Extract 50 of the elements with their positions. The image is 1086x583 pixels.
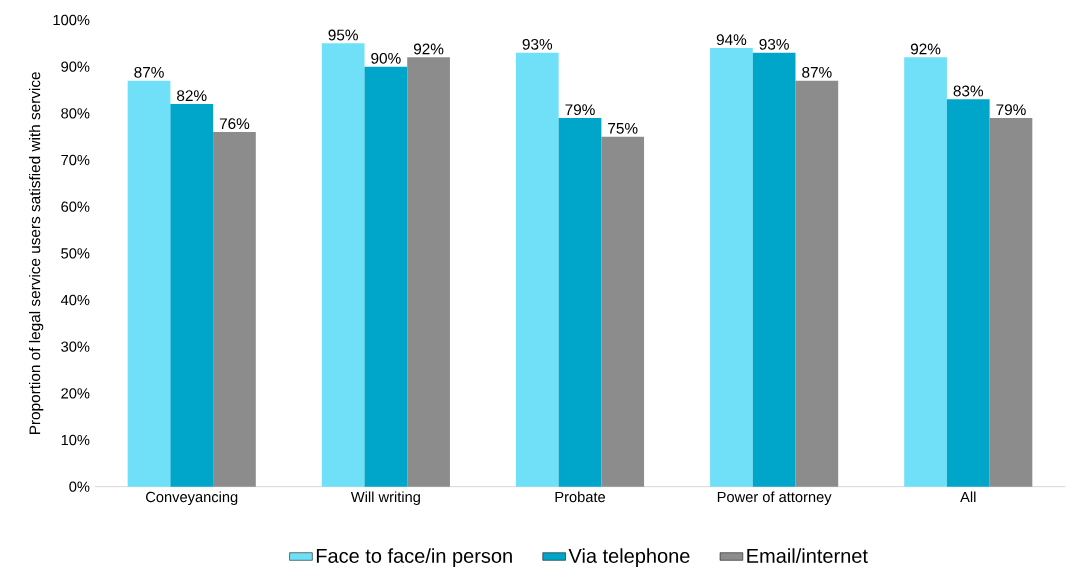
x-tick-label: Conveyancing: [146, 491, 238, 506]
y-tick-label: 40%: [60, 294, 90, 306]
y-tick-label: 80%: [61, 108, 90, 119]
x-tick-label: Probate: [555, 491, 606, 503]
y-tick-label: 90%: [61, 61, 90, 72]
data-label: 83%: [953, 85, 984, 97]
data-label: 92%: [413, 43, 444, 55]
data-label: 87%: [802, 66, 832, 78]
y-tick-label: 20%: [61, 388, 90, 399]
bar: [364, 66, 408, 487]
data-label: 95%: [328, 29, 358, 41]
bar: [170, 104, 214, 487]
y-tick-label: 60%: [61, 201, 90, 212]
bar: [407, 57, 450, 487]
x-tick-label: All: [960, 491, 976, 503]
data-label: 79%: [996, 104, 1026, 116]
data-label: 92%: [910, 43, 941, 55]
data-label: 93%: [522, 38, 553, 50]
bar: [752, 52, 796, 487]
data-label: 79%: [565, 104, 595, 116]
bar: [989, 118, 1033, 487]
bar: [904, 57, 947, 487]
bar: [515, 52, 559, 487]
bar: [213, 132, 256, 487]
legend-label: Face to face/in person: [316, 548, 512, 567]
y-tick-label: 70%: [61, 154, 90, 166]
bar: [946, 99, 990, 487]
data-label: 90%: [371, 52, 401, 64]
y-tick-label: 30%: [61, 341, 90, 352]
data-label: 76%: [219, 118, 250, 130]
y-tick-label: 0%: [69, 481, 90, 492]
legend-label: Email/internet: [747, 548, 868, 563]
data-label: 75%: [608, 122, 638, 134]
bar: [795, 80, 839, 487]
bar: [558, 118, 602, 487]
data-label: 87%: [134, 66, 164, 78]
x-tick-label: Power of attorney: [717, 491, 832, 506]
y-tick-label: 100%: [53, 14, 90, 26]
data-label: 93%: [759, 38, 789, 50]
data-label: 82%: [177, 90, 207, 102]
bar: [710, 48, 753, 487]
data-label: 94%: [716, 34, 747, 46]
y-tick-label: 50%: [61, 248, 90, 259]
bar: [601, 136, 645, 487]
legend-label: Via telephone: [568, 548, 690, 567]
bar: [127, 80, 171, 487]
bar: [321, 43, 365, 487]
y-axis-title: Proportion of legal service users satisfied with service: [29, 72, 44, 435]
y-tick-label: 10%: [61, 434, 90, 446]
x-tick-label: Will writing: [350, 491, 420, 506]
